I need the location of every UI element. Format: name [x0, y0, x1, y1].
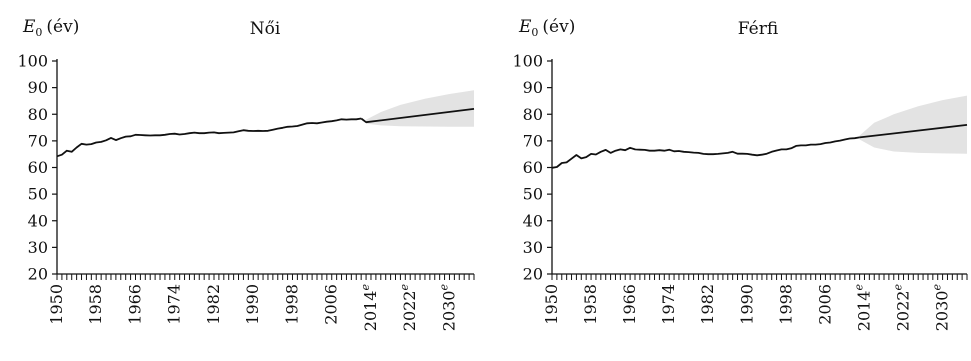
y-axis-title: E0 (év) [22, 17, 79, 39]
x-tick-label: 2022e [892, 284, 913, 332]
projection-series-line [859, 124, 968, 139]
y-tick-label: 20 [523, 265, 543, 284]
x-tick-label: 1982 [698, 284, 717, 325]
x-tick-label: 1974 [659, 284, 678, 325]
y-tick-label: 30 [28, 238, 48, 257]
panel-male: 20 30 40 50 60 70 80 90 100 1950 1958 1966 1974 1982 1… [512, 17, 968, 332]
y-tick-label: 80 [523, 105, 543, 124]
projection-series-line [360, 108, 475, 124]
x-tick-label: 1990 [737, 284, 756, 325]
estimate-marker: e [359, 284, 372, 291]
x-tick-label: 1974 [165, 284, 184, 325]
x-tick-label: 2030e [931, 284, 952, 332]
x-tick-label: 1990 [243, 284, 262, 325]
x-tick-label: 1966 [620, 284, 639, 325]
estimate-marker: e [437, 284, 450, 291]
estimate-marker: e [398, 284, 411, 291]
y-axis-title: E0 (év) [518, 17, 575, 39]
y-tick-label: 60 [523, 158, 543, 177]
x-tick-label: 1982 [204, 284, 223, 325]
x-tick-label: 2006 [322, 284, 341, 325]
y-tick-label: 40 [28, 211, 48, 230]
y-axis-symbol: E [22, 17, 36, 37]
y-tick-label: 20 [28, 265, 48, 284]
x-tick-label: 2014e [359, 284, 380, 332]
projection-band [859, 95, 967, 154]
estimate-marker: e [852, 284, 865, 291]
y-tick-label: 30 [523, 238, 543, 257]
y-tick-label: 60 [28, 158, 48, 177]
projection-band [366, 90, 474, 127]
panel-title: Férfi [738, 19, 778, 39]
x-tick-label: 2006 [815, 284, 834, 325]
x-tick-label: 1950 [47, 284, 66, 325]
y-axis-unit: (év) [46, 17, 79, 37]
y-tick-label: 100 [512, 52, 543, 71]
x-tick-label: 1966 [125, 284, 144, 325]
x-tick-label: 2014e [852, 284, 873, 332]
y-tick-label: 50 [28, 185, 48, 204]
estimate-marker: e [892, 284, 905, 291]
x-tick-label: 1958 [86, 284, 105, 325]
y-tick-label: 70 [28, 131, 48, 150]
observed-series-line [56, 117, 362, 158]
y-axis-unit: (év) [542, 17, 575, 37]
y-axis-subscript: 0 [531, 26, 538, 39]
y-tick-label: 40 [523, 211, 543, 230]
panel-female: 20 30 40 50 60 70 80 90 100 1950 1958 1966 1974 1982 1… [17, 17, 475, 332]
estimate-marker: e [931, 284, 944, 291]
y-tick-label: 90 [523, 78, 543, 97]
y-tick-label: 70 [523, 131, 543, 150]
x-tick-label: 2022e [398, 284, 419, 332]
x-tick-label: 1998 [282, 284, 301, 325]
x-tick-label: 2030e [437, 284, 458, 332]
panel-title: Női [250, 19, 281, 39]
x-tick-label: 1998 [776, 284, 795, 325]
y-axis-subscript: 0 [35, 26, 42, 39]
y-tick-label: 100 [17, 52, 48, 71]
observed-series-line [551, 136, 860, 169]
x-tick-label: 1958 [581, 284, 600, 325]
y-axis-symbol: E [518, 17, 532, 37]
y-tick-label: 50 [523, 185, 543, 204]
x-tick-label: 1950 [542, 284, 561, 325]
y-tick-label: 90 [28, 78, 48, 97]
y-tick-label: 80 [28, 105, 48, 124]
